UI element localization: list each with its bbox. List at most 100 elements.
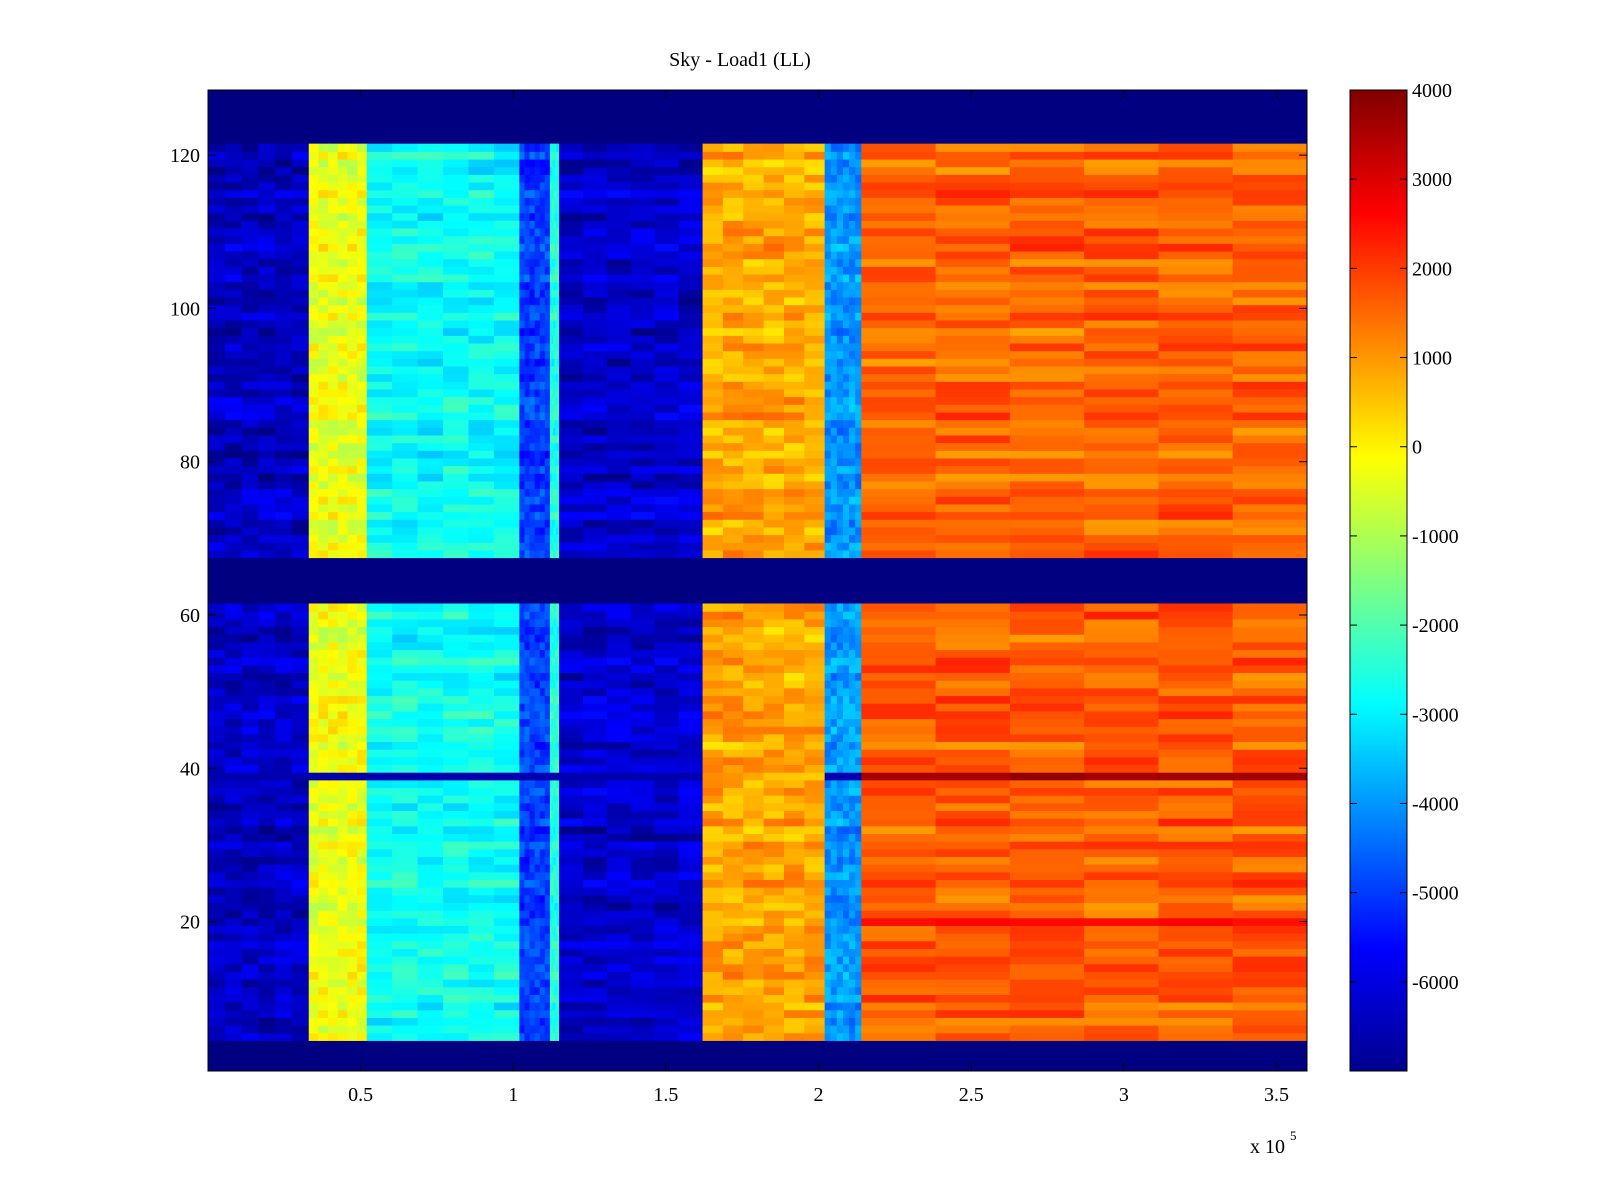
heatmap-cell bbox=[743, 296, 765, 306]
heatmap-cell bbox=[763, 488, 785, 497]
heatmap-cell bbox=[1232, 887, 1307, 896]
heatmap-cell bbox=[836, 618, 844, 628]
heatmap-cell bbox=[328, 749, 339, 758]
heatmap-cell bbox=[606, 956, 632, 965]
heatmap-cell bbox=[544, 411, 551, 421]
heatmap-cell bbox=[722, 833, 744, 842]
heatmap-cell bbox=[534, 864, 541, 873]
heatmap-cell bbox=[1084, 342, 1160, 352]
heatmap-cell bbox=[224, 365, 243, 375]
heatmap-cell bbox=[743, 465, 765, 474]
heatmap-cell bbox=[654, 327, 680, 336]
heatmap-cell bbox=[743, 442, 765, 451]
heatmap-cell bbox=[493, 772, 520, 781]
heatmap-cell bbox=[783, 695, 805, 704]
heatmap-cell bbox=[551, 1017, 554, 1026]
heatmap-cell bbox=[935, 289, 1011, 298]
heatmap-cell bbox=[347, 948, 358, 957]
heatmap-cell bbox=[935, 488, 1011, 497]
heatmap-cell bbox=[557, 335, 560, 344]
heatmap-cell bbox=[830, 940, 838, 949]
heatmap-cell bbox=[549, 710, 553, 720]
heatmap-cell bbox=[337, 986, 349, 995]
heatmap-cell bbox=[357, 795, 368, 804]
heatmap-cell bbox=[549, 519, 553, 528]
heatmap-cell bbox=[524, 350, 531, 359]
heatmap-cell bbox=[630, 434, 656, 444]
heatmap-cell bbox=[493, 879, 520, 888]
heatmap-cell bbox=[224, 396, 243, 405]
heatmap-cell bbox=[534, 626, 541, 635]
heatmap-cell bbox=[830, 296, 838, 306]
heatmap-cell bbox=[630, 388, 656, 398]
heatmap-cell bbox=[392, 519, 419, 528]
heatmap-cell bbox=[552, 411, 556, 421]
heatmap-cell bbox=[824, 856, 832, 865]
heatmap-cell bbox=[357, 718, 368, 727]
heatmap-cell bbox=[347, 795, 358, 804]
heatmap-cell bbox=[855, 503, 862, 513]
heatmap-cell bbox=[1084, 963, 1160, 972]
heatmap-cell bbox=[258, 672, 276, 681]
heatmap-cell bbox=[804, 1009, 826, 1018]
heatmap-cell bbox=[630, 933, 656, 942]
heatmap-cell bbox=[702, 710, 724, 720]
heatmap-cell bbox=[529, 649, 536, 658]
heatmap-cell bbox=[519, 496, 526, 505]
heatmap-cell bbox=[804, 319, 826, 329]
heatmap-cell bbox=[493, 1025, 520, 1034]
heatmap-cell bbox=[224, 703, 243, 712]
heatmap-cell bbox=[702, 488, 724, 497]
heatmap-cell bbox=[606, 810, 632, 819]
heatmap-cell bbox=[208, 404, 226, 413]
heatmap-cell bbox=[1009, 603, 1085, 612]
heatmap-cell bbox=[556, 963, 559, 972]
heatmap-cell bbox=[836, 549, 844, 559]
heatmap-cell bbox=[582, 381, 608, 390]
heatmap-cell bbox=[606, 994, 632, 1003]
heatmap-cell bbox=[468, 856, 495, 865]
heatmap-cell bbox=[702, 641, 724, 651]
heatmap-cell bbox=[763, 342, 785, 352]
heatmap-cell bbox=[551, 649, 554, 658]
heatmap-cell bbox=[392, 718, 419, 727]
heatmap-cell bbox=[824, 787, 832, 796]
heatmap-cell bbox=[842, 1025, 850, 1034]
heatmap-cell bbox=[468, 1009, 495, 1018]
heatmap-cell bbox=[417, 457, 444, 467]
heatmap-cell bbox=[328, 312, 339, 321]
heatmap-cell bbox=[630, 879, 656, 888]
heatmap-cell bbox=[1232, 511, 1307, 520]
heatmap-cell bbox=[366, 764, 393, 773]
heatmap-cell bbox=[763, 994, 785, 1003]
heatmap-cell bbox=[366, 726, 393, 735]
heatmap-cell bbox=[836, 925, 844, 934]
heatmap-cell bbox=[337, 381, 349, 390]
heatmap-cell bbox=[1158, 871, 1234, 880]
heatmap-cell bbox=[702, 703, 724, 712]
heatmap-cell bbox=[830, 496, 838, 505]
heatmap-cell bbox=[824, 626, 832, 635]
heatmap-cell bbox=[275, 956, 293, 965]
heatmap-cell bbox=[1232, 350, 1307, 359]
heatmap-cell bbox=[763, 641, 785, 651]
heatmap-cell bbox=[557, 411, 560, 421]
heatmap-cell bbox=[468, 710, 495, 720]
heatmap-cell bbox=[552, 634, 556, 643]
heatmap-cell bbox=[328, 672, 339, 681]
heatmap-cell bbox=[830, 841, 838, 850]
heatmap-cell bbox=[468, 672, 495, 681]
heatmap-cell bbox=[443, 764, 470, 773]
heatmap-cell bbox=[337, 871, 349, 880]
heatmap-cell bbox=[275, 542, 293, 551]
heatmap-cell bbox=[529, 825, 536, 835]
heatmap-cell bbox=[337, 649, 349, 658]
heatmap-cell bbox=[417, 963, 444, 972]
heatmap-cell bbox=[291, 956, 310, 965]
heatmap-cell bbox=[552, 618, 556, 628]
heatmap-cell bbox=[849, 833, 856, 842]
heatmap-cell bbox=[493, 519, 520, 528]
heatmap-cell bbox=[1232, 626, 1307, 635]
heatmap-cell bbox=[551, 986, 554, 995]
heatmap-cell bbox=[861, 749, 937, 758]
